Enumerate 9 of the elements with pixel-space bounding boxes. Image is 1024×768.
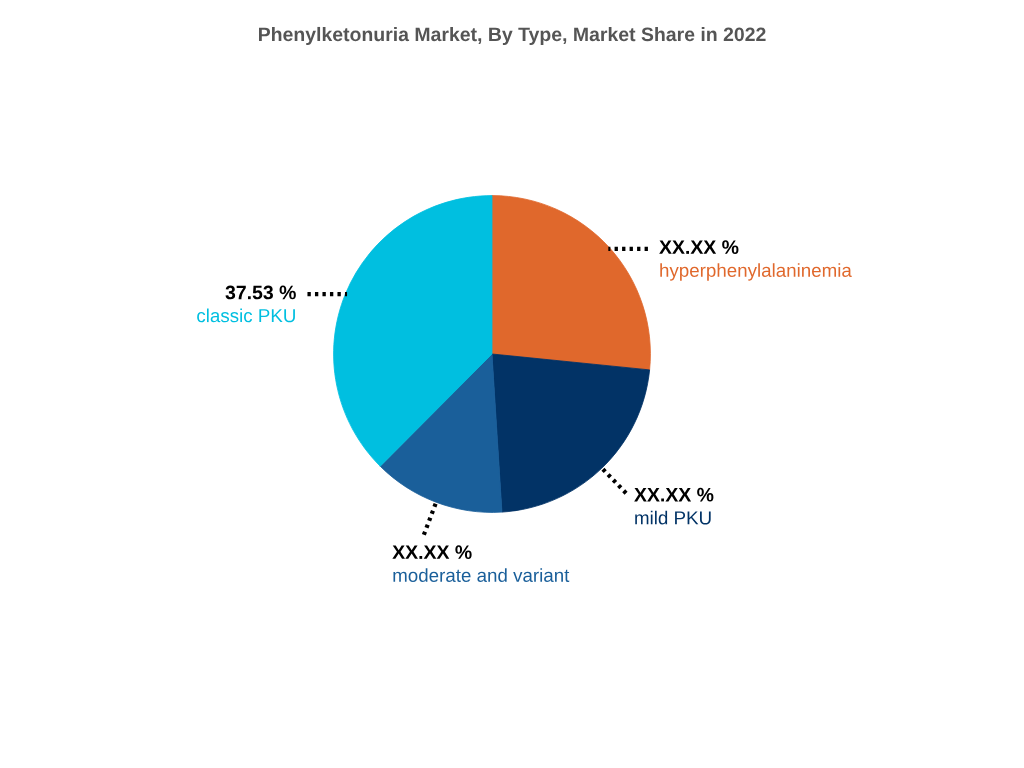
slice-label: classic PKU bbox=[197, 308, 295, 323]
data-label: XX.XX % bbox=[659, 240, 739, 255]
data-label: 37.53 % bbox=[225, 285, 296, 300]
slice-label: mild PKU bbox=[635, 510, 711, 525]
chart-title: Phenylketonuria Market, By Type, Market Share in 2022 bbox=[259, 26, 766, 46]
slice-label: moderate and variant bbox=[393, 568, 570, 582]
slice-label: hyperphenylalaninemia bbox=[660, 263, 852, 281]
data-label: XX.XX % bbox=[392, 545, 472, 560]
data-label: XX.XX % bbox=[634, 487, 714, 502]
